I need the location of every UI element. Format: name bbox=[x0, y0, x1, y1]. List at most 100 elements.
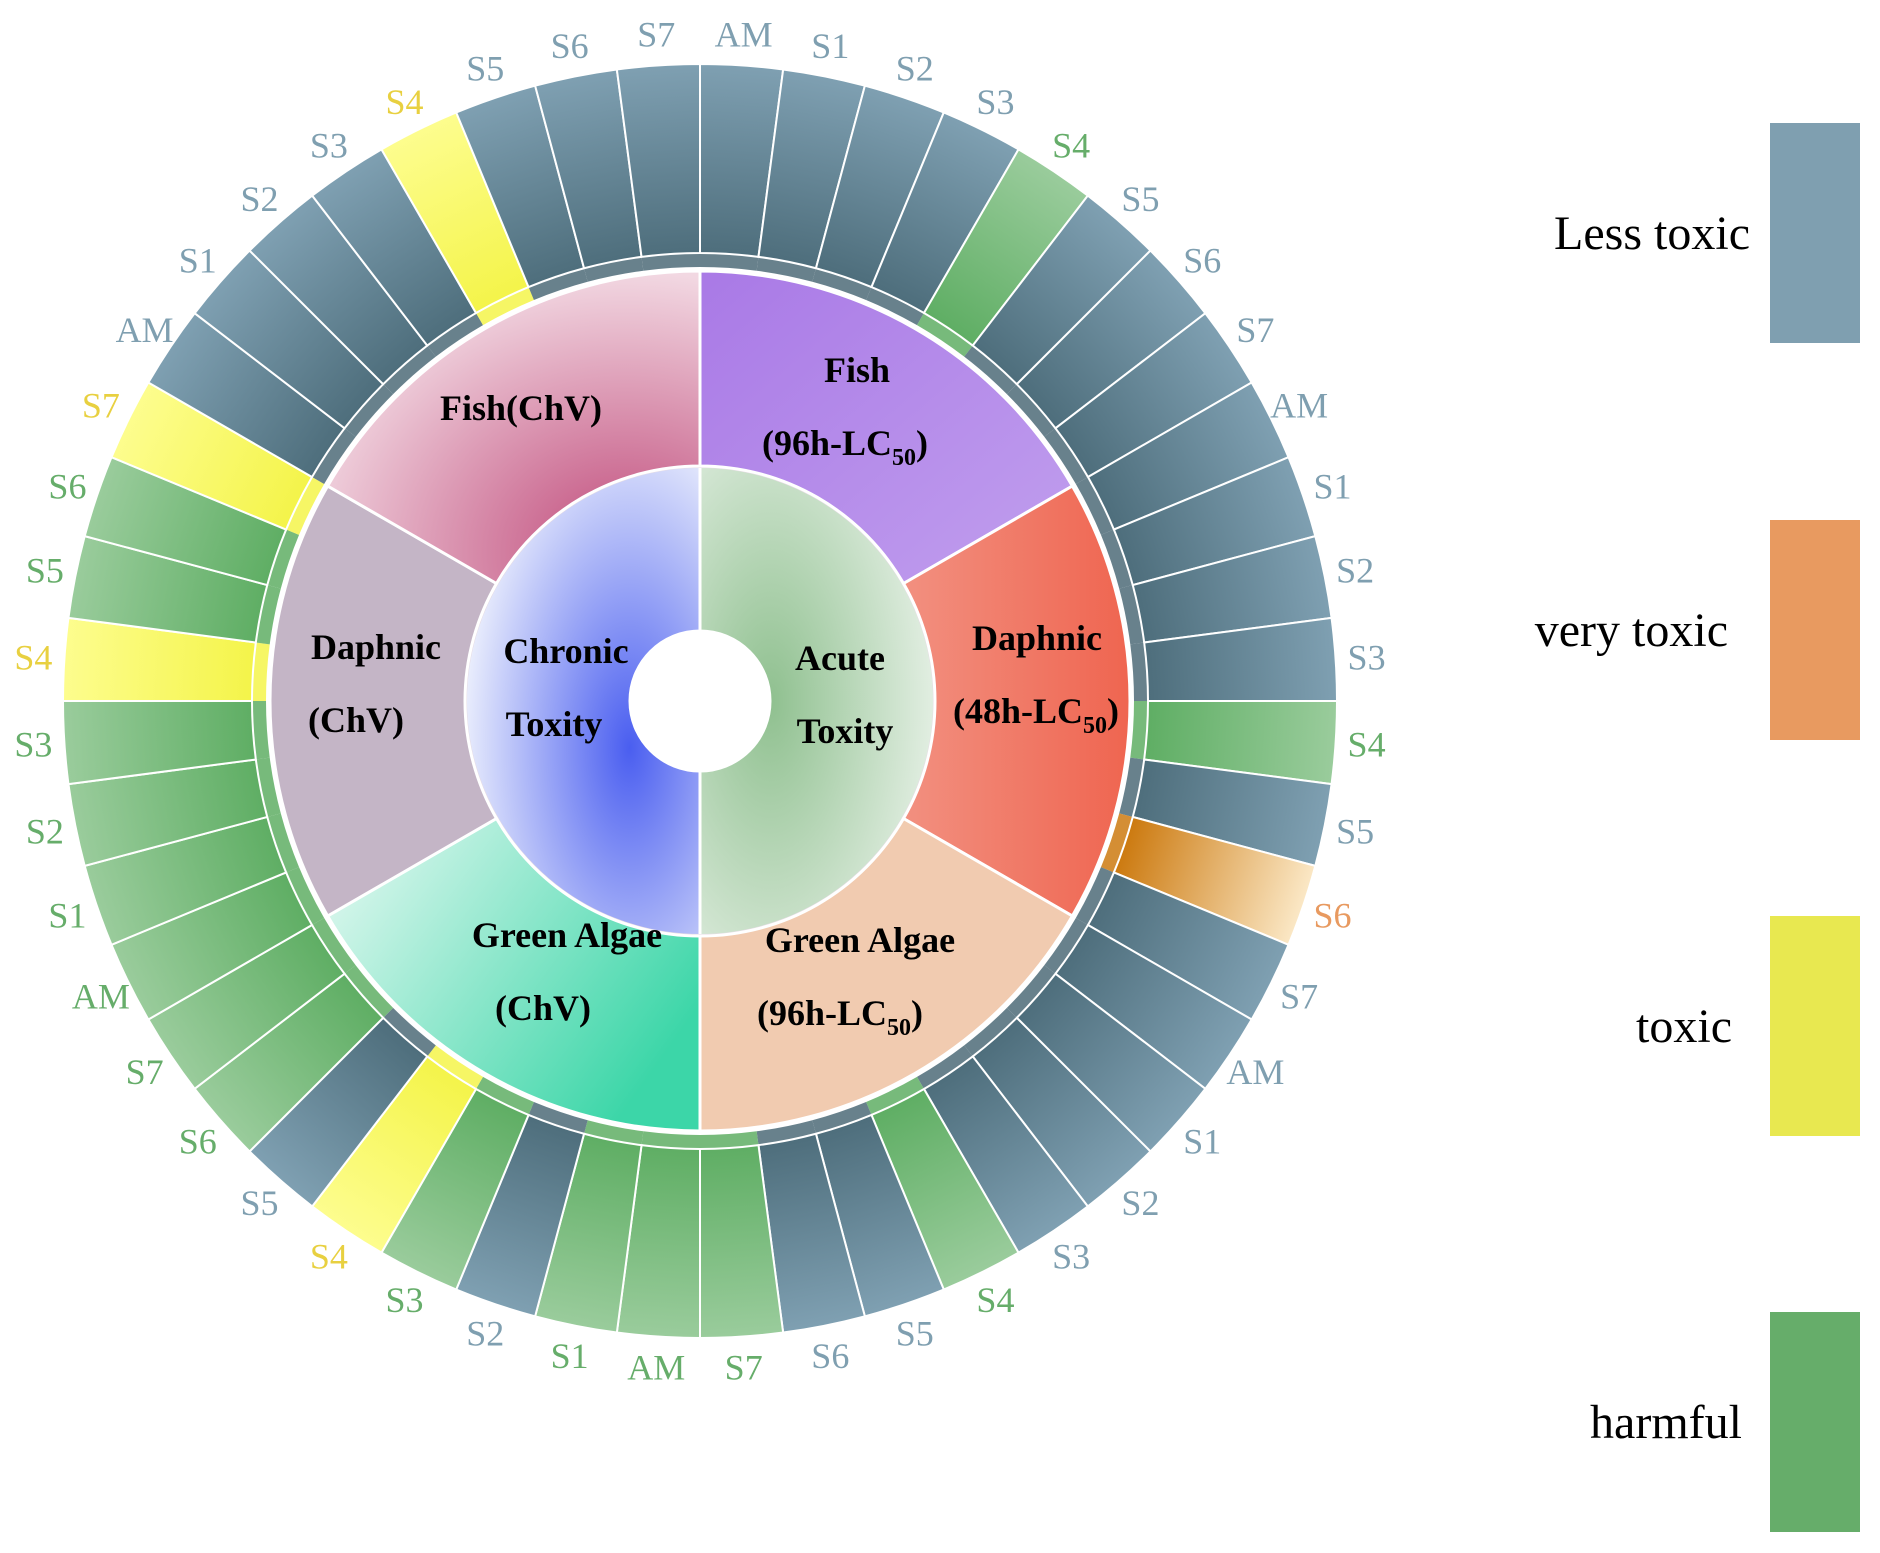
compound-track-fish-acute-s4 bbox=[917, 313, 973, 357]
compound-track-algae-acute-s1 bbox=[1006, 965, 1056, 1018]
category-sector-algae-acute bbox=[698, 816, 1075, 1133]
compound-label-daphnic-acute-s5: S5 bbox=[1336, 811, 1374, 851]
inner-ring bbox=[459, 460, 941, 942]
compound-track-algae-chronic-s7 bbox=[312, 918, 356, 974]
category-sector-algae-chronic bbox=[325, 816, 702, 1133]
compound-label-fish-chronic-s3: S3 bbox=[310, 126, 348, 166]
center-labels: Chronic Toxity Acute Toxity bbox=[503, 631, 893, 751]
compound-track-algae-acute-s7 bbox=[700, 1131, 759, 1149]
compound-track-algae-acute-s4 bbox=[866, 1076, 924, 1115]
compound-label-fish-acute-s3: S3 bbox=[976, 82, 1014, 122]
compound-label-daphnic-chronic-am: AM bbox=[72, 976, 130, 1016]
compound-track-fish-chronic-s4 bbox=[476, 287, 534, 326]
acute-label-line1: Acute bbox=[795, 638, 885, 678]
compound-track-fish-chronic-s6 bbox=[584, 256, 644, 282]
compound-label-fish-chronic-am: AM bbox=[116, 310, 174, 350]
compound-track-daphnic-acute-s1 bbox=[1100, 529, 1133, 589]
compound-label-fish-acute-s5: S5 bbox=[1121, 179, 1159, 219]
legend-harmful: harmful bbox=[1590, 1312, 1860, 1532]
compound-track-algae-acute-s6 bbox=[756, 1120, 816, 1146]
compound-track-algae-acute-s2 bbox=[964, 1007, 1017, 1057]
legend-toxic: toxic bbox=[1636, 916, 1860, 1136]
compound-label-fish-acute-s4: S4 bbox=[1052, 126, 1090, 166]
compound-label-fish-acute-s7: S7 bbox=[1236, 310, 1274, 350]
compound-label-daphnic-acute-s3: S3 bbox=[1348, 637, 1386, 677]
compound-label-algae-chronic-am: AM bbox=[627, 1348, 685, 1388]
compound-label-daphnic-acute-s4: S4 bbox=[1348, 725, 1386, 765]
compound-label-daphnic-chronic-s2: S2 bbox=[26, 811, 64, 851]
compound-label-daphnic-chronic-s6: S6 bbox=[48, 466, 86, 506]
compound-label-algae-chronic-s1: S1 bbox=[551, 1336, 589, 1376]
legend-swatch-harmful bbox=[1770, 1312, 1860, 1532]
compound-track-daphnic-chronic-s7 bbox=[286, 477, 325, 535]
category-sector-daphnic-acute bbox=[901, 483, 1132, 919]
compound-track-daphnic-acute-s6 bbox=[1100, 813, 1133, 873]
compound-label-algae-chronic-s3: S3 bbox=[386, 1280, 424, 1320]
compound-label-daphnic-chronic-s4: S4 bbox=[14, 637, 52, 677]
compound-label-algae-acute-s5: S5 bbox=[896, 1314, 934, 1354]
chronic-label-line1: Chronic bbox=[503, 631, 628, 671]
compound-track-daphnic-acute-s3 bbox=[1130, 642, 1148, 701]
compound-track-daphnic-chronic-s5 bbox=[255, 585, 281, 645]
compound-labels: AM S1S2S3S4S5S6S7AMS1S2S3S4S5S6S7AMS1S2S3… bbox=[14, 14, 1385, 1387]
compound-label-algae-acute-s1: S1 bbox=[1183, 1121, 1221, 1161]
compound-label-algae-acute-s4: S4 bbox=[976, 1280, 1014, 1320]
compound-label-daphnic-acute-s2: S2 bbox=[1336, 551, 1374, 591]
algae-acute-label-line1: Green Algae bbox=[765, 920, 955, 960]
compound-label-daphnic-acute-am: AM bbox=[1270, 386, 1328, 426]
compound-label-algae-chronic-s7: S7 bbox=[126, 1052, 164, 1092]
compound-track-fish-acute-s6 bbox=[1006, 384, 1056, 437]
compound-track-fish-chronic-s2 bbox=[383, 345, 436, 395]
algae-acute-label-line2: (96h-LC50) bbox=[757, 993, 923, 1041]
category-sector-fish-chronic bbox=[325, 269, 702, 586]
compound-label-daphnic-chronic-s5: S5 bbox=[26, 551, 64, 591]
compound-track-daphnic-acute-s4 bbox=[1130, 701, 1148, 760]
compound-track-fish-chronic-s5 bbox=[528, 268, 588, 301]
legend-label-very-toxic: very toxic bbox=[1534, 603, 1728, 657]
compound-track-daphnic-chronic-am bbox=[286, 867, 325, 925]
compound-label-daphnic-acute-s1: S1 bbox=[1314, 466, 1352, 506]
legend-swatch-very-toxic bbox=[1770, 520, 1860, 740]
compound-track-fish-acute-s5 bbox=[964, 345, 1017, 395]
compound-label-fish-chronic-s6: S6 bbox=[551, 26, 589, 66]
compound-label-algae-acute-am: AM bbox=[1226, 1052, 1284, 1092]
compound-track-daphnic-acute-am bbox=[1075, 477, 1114, 535]
compound-track-algae-chronic-s4 bbox=[427, 1045, 483, 1089]
legend-swatch-less-toxic bbox=[1770, 123, 1860, 343]
compound-track-daphnic-acute-s7 bbox=[1075, 867, 1114, 925]
legend-label-harmful: harmful bbox=[1590, 1395, 1742, 1449]
acute-label-line2: Toxity bbox=[797, 711, 894, 751]
compound-track-fish-acute-am bbox=[700, 253, 759, 271]
fish-chronic-label: Fish(ChV) bbox=[440, 388, 602, 428]
compound-label-fish-chronic-s5: S5 bbox=[466, 48, 504, 88]
compound-label-daphnic-acute-s6: S6 bbox=[1314, 896, 1352, 936]
compound-ring bbox=[61, 62, 1339, 1340]
compound-label-fish-acute-s2: S2 bbox=[896, 48, 934, 88]
compound-track-fish-acute-s7 bbox=[1044, 428, 1088, 484]
compound-track-fish-chronic-am bbox=[312, 428, 356, 484]
compound-label-fish-chronic-s2: S2 bbox=[241, 179, 279, 219]
compound-track-algae-chronic-s2 bbox=[528, 1101, 588, 1134]
category-sector-fish-acute bbox=[698, 269, 1075, 586]
compound-track-algae-acute-s5 bbox=[812, 1101, 872, 1134]
fish-acute-label-line1: Fish bbox=[824, 350, 890, 390]
compound-label-fish-acute-s1: S1 bbox=[811, 26, 849, 66]
compound-track-algae-acute-s3 bbox=[917, 1045, 973, 1089]
compound-label-fish-chronic-s7: S7 bbox=[637, 14, 675, 54]
compound-segment-fish-chronic-s7 bbox=[615, 62, 701, 258]
compound-label-algae-chronic-s2: S2 bbox=[466, 1314, 504, 1354]
legend-label-toxic: toxic bbox=[1636, 999, 1732, 1053]
compound-track-algae-chronic-s1 bbox=[584, 1120, 644, 1146]
compound-track-daphnic-acute-s5 bbox=[1119, 757, 1145, 817]
compound-track-algae-chronic-s5 bbox=[383, 1007, 436, 1057]
compound-label-algae-chronic-s5: S5 bbox=[241, 1183, 279, 1223]
compound-track-daphnic-chronic-s4 bbox=[252, 642, 270, 701]
compound-track-algae-chronic-am bbox=[641, 1131, 700, 1149]
compound-track-algae-acute-am bbox=[1044, 918, 1088, 974]
compound-track-daphnic-acute-s2 bbox=[1119, 585, 1145, 645]
compound-label-daphnic-chronic-s7: S7 bbox=[82, 386, 120, 426]
compound-track-daphnic-chronic-s2 bbox=[255, 757, 281, 817]
compound-label-fish-acute-am: AM bbox=[715, 14, 773, 54]
compound-label-algae-acute-s7: S7 bbox=[725, 1348, 763, 1388]
daphnic-acute-label-line2: (48h-LC50) bbox=[953, 691, 1119, 739]
